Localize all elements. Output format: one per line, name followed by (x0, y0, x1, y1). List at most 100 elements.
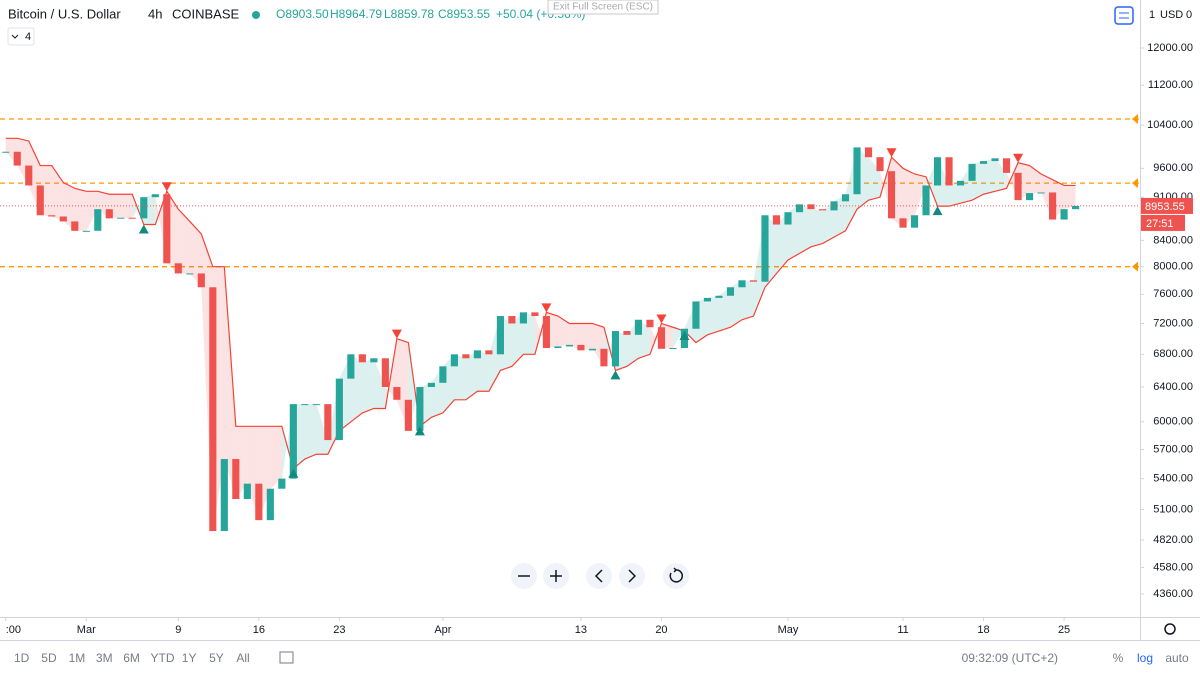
trend-fill (86, 191, 98, 231)
candle (151, 194, 159, 198)
interval: 4h (148, 6, 162, 21)
candle (1037, 192, 1045, 194)
candle (462, 354, 470, 359)
range-button[interactable]: 1Y (182, 651, 197, 665)
candle (841, 194, 850, 202)
y-tick-label: 4820.00 (1153, 534, 1193, 546)
signal-marker (161, 182, 172, 192)
candle (749, 280, 758, 282)
x-axis: :00 Mar 9 16 23 Apr 13 20 May 11 18 25 (5, 617, 1070, 636)
trend-fill (822, 201, 835, 244)
y-tick-label: 5700.00 (1153, 443, 1193, 455)
trend-fill (373, 358, 386, 409)
indicators-toggle[interactable] (7, 27, 35, 46)
candle (312, 404, 320, 406)
date-range-icon[interactable] (279, 651, 294, 664)
percent-toggle[interactable]: % (1113, 651, 1124, 665)
candle (381, 358, 389, 388)
candle (59, 216, 67, 222)
level-marker (1132, 113, 1138, 124)
candle (94, 209, 102, 231)
trend-fill (189, 221, 202, 288)
range-button[interactable]: 1M (69, 651, 86, 665)
trend-fill (903, 168, 915, 228)
candle (1026, 193, 1034, 201)
range-button[interactable]: All (236, 651, 249, 665)
candle (887, 171, 896, 219)
compare-button[interactable] (1114, 6, 1134, 25)
level-marker (1132, 178, 1138, 189)
candle (2, 151, 10, 153)
settings-icon[interactable] (1164, 623, 1176, 635)
trend-fill (914, 173, 927, 216)
candle (105, 209, 113, 219)
auto-toggle[interactable]: auto (1165, 651, 1189, 665)
candle (968, 163, 976, 181)
reset-icon (669, 567, 683, 583)
y-tick-label: 6400.00 (1153, 381, 1193, 393)
exchange: COINBASE (172, 6, 240, 21)
y-tick-label: 5400.00 (1153, 473, 1193, 485)
signal-marker (1013, 153, 1024, 163)
candle (715, 295, 723, 298)
axis-mark: 0 (1186, 9, 1192, 21)
x-tick-label: 13 (575, 624, 587, 636)
trend-fill (477, 350, 489, 392)
scroll-left[interactable] (586, 563, 612, 589)
x-tick-label: Mar (77, 624, 96, 636)
compare-icon (1119, 12, 1129, 19)
candle (945, 157, 953, 186)
range-button[interactable]: 1D (14, 651, 30, 665)
level-marker (1132, 261, 1138, 272)
candle (174, 263, 182, 274)
y-tick-label: 8000.00 (1153, 261, 1193, 273)
candle (255, 483, 263, 521)
x-tick-label: May (778, 624, 799, 636)
range-button[interactable]: 5Y (209, 651, 224, 665)
signal-marker (414, 426, 425, 436)
candle (669, 348, 677, 350)
trend-fill (51, 165, 64, 222)
last-price-label: 8953.55 (1145, 201, 1185, 213)
candle (393, 387, 401, 400)
range-button[interactable]: 3M (96, 651, 113, 665)
range-button[interactable]: 5D (41, 651, 57, 665)
trend-fill (983, 158, 996, 195)
candle (243, 483, 251, 499)
y-tick-label: 7200.00 (1153, 317, 1193, 329)
candle (899, 218, 907, 228)
scroll-right[interactable] (619, 563, 645, 589)
trend-fill (995, 158, 1007, 192)
candle (25, 165, 33, 186)
y-tick-label: 8400.00 (1153, 234, 1193, 246)
x-tick-label: 9 (175, 624, 181, 636)
range-button[interactable]: 6M (123, 651, 140, 665)
log-toggle[interactable]: log (1137, 651, 1153, 665)
ohlc-close: C8953.55 (438, 7, 490, 21)
left-icon (594, 569, 603, 583)
range-button[interactable]: YTD (151, 651, 175, 665)
candle (1072, 205, 1080, 210)
candle (278, 478, 286, 489)
signal-marker (138, 224, 149, 234)
exit-fullscreen-label[interactable]: Exit Full Screen (ESC) (553, 2, 653, 13)
indicators-count: 4 (25, 31, 31, 43)
x-tick-label: 18 (977, 624, 989, 636)
countdown-label: 27:51 (1146, 218, 1174, 230)
candle (163, 194, 171, 264)
candle (646, 319, 654, 328)
zoom-controls (511, 563, 689, 589)
axis-mark: 1 (1149, 9, 1155, 21)
candle (450, 354, 458, 367)
candle (876, 157, 884, 172)
candle (358, 354, 366, 363)
candle (427, 382, 435, 388)
last-price-tag (1141, 197, 1193, 214)
candle (197, 273, 205, 288)
y-tick-label: 4360.00 (1153, 588, 1193, 600)
exit-fullscreen-button[interactable] (547, 0, 659, 15)
trend-fill (465, 350, 478, 400)
reset-chart[interactable] (663, 563, 689, 589)
candle (979, 161, 988, 164)
